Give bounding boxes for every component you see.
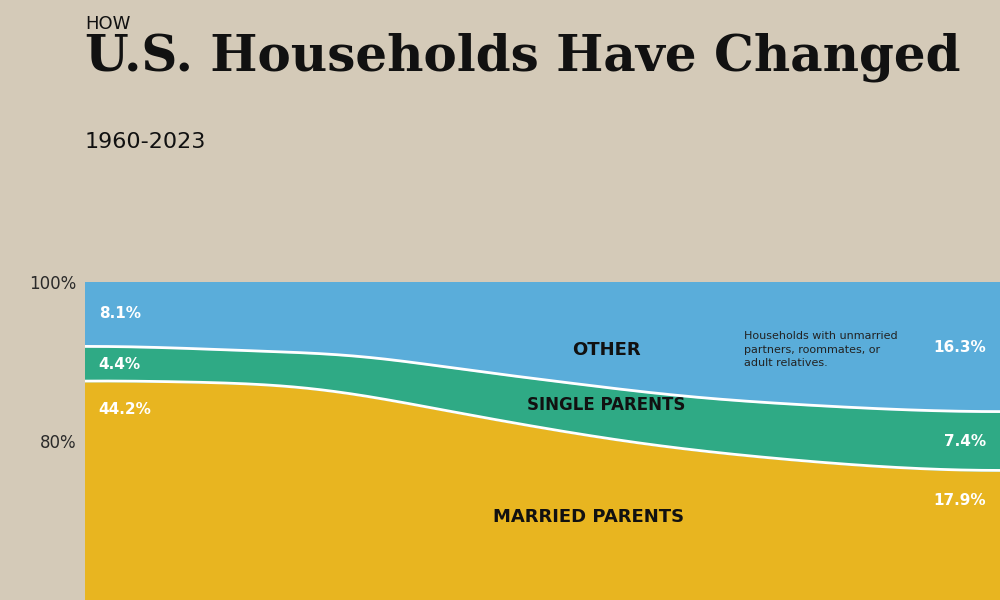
Text: U.S. Households Have Changed: U.S. Households Have Changed [85, 33, 960, 82]
Text: 8.1%: 8.1% [99, 306, 141, 321]
Text: MARRIED PARENTS: MARRIED PARENTS [493, 508, 684, 526]
Text: Households with unmarried
partners, roommates, or
adult relatives.: Households with unmarried partners, room… [744, 331, 897, 368]
Text: 44.2%: 44.2% [99, 401, 152, 416]
Text: OTHER: OTHER [572, 341, 641, 359]
Text: 17.9%: 17.9% [934, 493, 986, 508]
Text: 4.4%: 4.4% [99, 357, 141, 372]
Text: 7.4%: 7.4% [944, 433, 986, 449]
Text: 1960-2023: 1960-2023 [85, 132, 206, 152]
Text: SINGLE PARENTS: SINGLE PARENTS [527, 396, 686, 414]
Text: 16.3%: 16.3% [934, 340, 986, 355]
Text: HOW: HOW [85, 15, 130, 33]
